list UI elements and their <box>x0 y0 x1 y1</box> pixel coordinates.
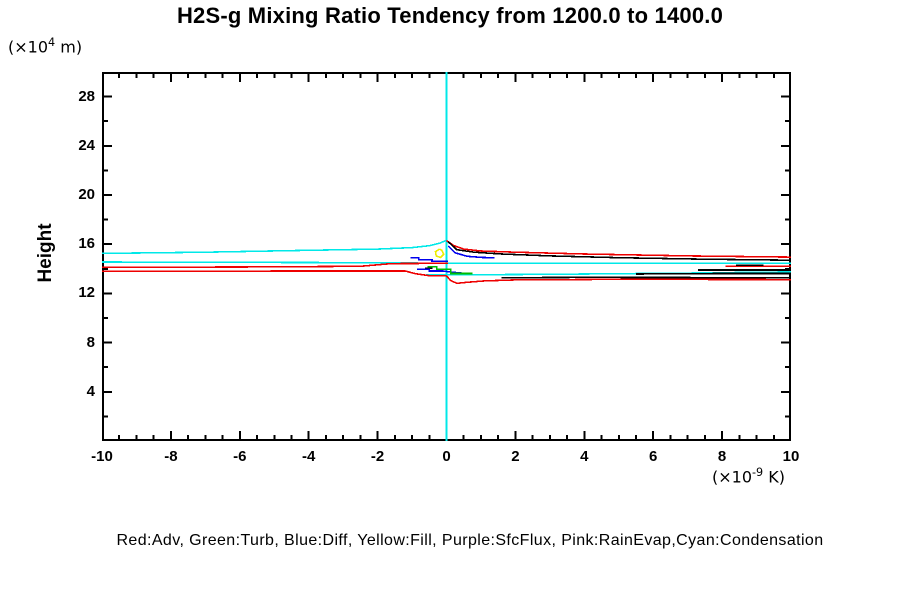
x-tick-label: 2 <box>511 448 520 465</box>
y-axis-label: Height <box>35 223 56 283</box>
series-diff-right <box>447 245 495 259</box>
y-tick-label: 16 <box>78 235 95 253</box>
y-axis-unit-label: (×104 m) <box>8 36 83 57</box>
series-turb-center <box>427 265 473 275</box>
plot-title: H2S-g Mixing Ratio Tendency from 1200.0 … <box>176 3 724 28</box>
x-tick-label: 8 <box>717 448 727 465</box>
series-adv-right-lower <box>445 275 791 285</box>
y-tick-label: 4 <box>86 382 95 400</box>
x-tick-label: 4 <box>580 448 589 465</box>
x-tick-label: 0 <box>442 448 451 465</box>
series-adv-right-upper <box>446 239 791 258</box>
x-tick-label: -2 <box>370 448 385 465</box>
y-tick-label: 20 <box>78 186 95 203</box>
series-diff-center-low <box>417 268 463 274</box>
series-adv-left-upper <box>102 262 449 269</box>
plot-area <box>102 72 791 441</box>
y-tick-label: 8 <box>86 333 95 351</box>
x-tick-label: 6 <box>649 448 658 465</box>
series-black-right-above-cyan <box>635 272 791 275</box>
series-condensation-low <box>425 271 791 276</box>
x-tick-label: -8 <box>164 448 178 465</box>
series-adv-left-lower <box>102 270 447 277</box>
series-fill-loop <box>434 248 445 259</box>
y-tick-label: 12 <box>78 284 95 302</box>
series-diff-left <box>410 256 449 263</box>
x-tick-label: 10 <box>782 448 800 465</box>
series-condensation-left-rise <box>102 239 447 255</box>
x-tick-label: -10 <box>91 448 113 465</box>
x-axis-unit-label: (×10-9 K) <box>712 466 785 487</box>
series-black-right-upper <box>447 241 791 261</box>
y-tick-label: 28 <box>78 87 95 105</box>
x-tick-label: -4 <box>302 448 316 465</box>
y-tick-label: 24 <box>78 136 95 154</box>
legend-text: Red:Adv, Green:Turb, Blue:Diff, Yellow:F… <box>116 532 824 549</box>
x-tick-label: -6 <box>233 448 247 465</box>
